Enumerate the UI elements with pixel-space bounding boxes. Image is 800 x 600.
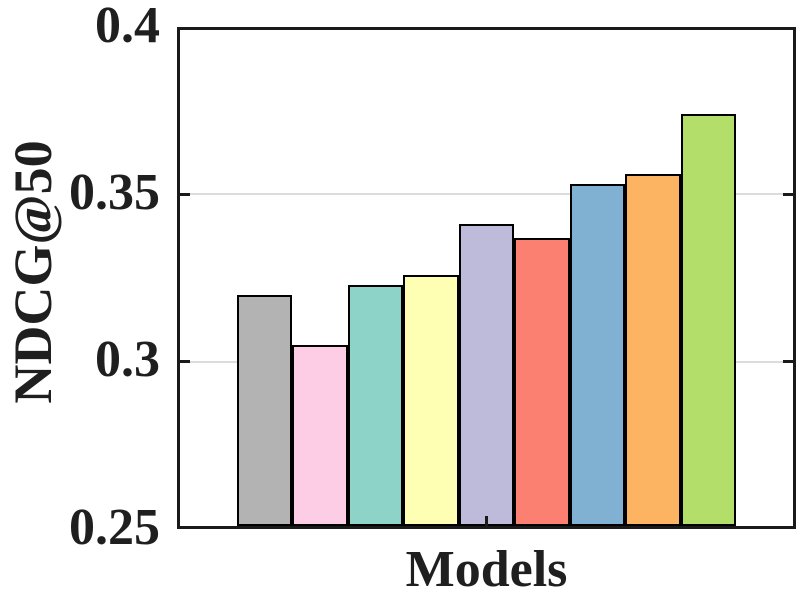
bar <box>514 238 570 526</box>
bar <box>625 174 681 526</box>
bar <box>292 345 348 526</box>
bar <box>570 184 625 526</box>
bar <box>348 285 403 526</box>
x-tick-mark <box>485 516 488 526</box>
plot-area <box>177 27 796 529</box>
x-axis-label: Models <box>405 541 568 598</box>
plot-content <box>180 30 793 526</box>
bar <box>237 295 292 526</box>
y-tick-label: 0.3 <box>95 331 160 389</box>
y-tick-mark <box>783 360 793 364</box>
bar <box>459 224 514 526</box>
y-tick-label: 0.4 <box>95 0 160 54</box>
y-axis-label: NDCG@50 <box>3 140 63 404</box>
gridline <box>180 193 793 196</box>
bar <box>681 114 736 526</box>
y-tick-mark <box>180 192 190 196</box>
y-tick-mark <box>783 192 793 196</box>
y-tick-mark <box>180 360 190 364</box>
y-tick-label: 0.25 <box>69 498 160 556</box>
bar <box>403 275 459 526</box>
y-tick-label: 0.35 <box>69 163 160 221</box>
